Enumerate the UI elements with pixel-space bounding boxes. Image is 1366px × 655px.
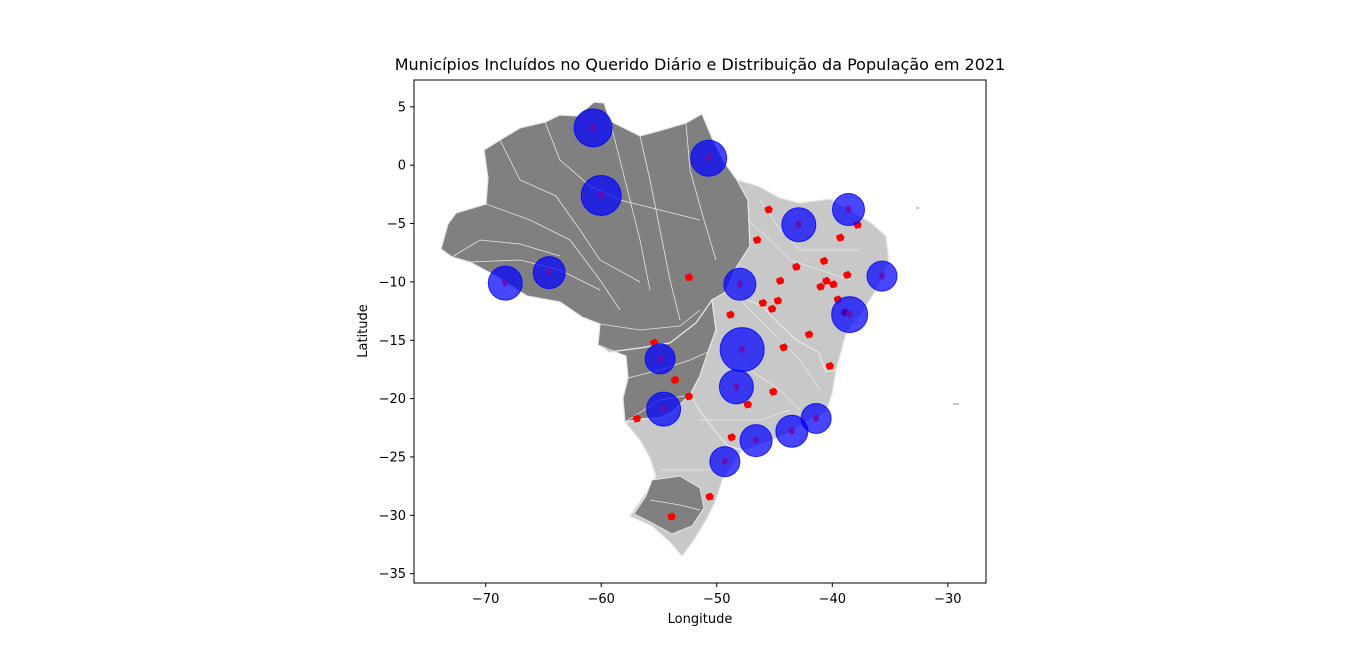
bubble-municipality-patch [795, 220, 802, 229]
x-tick-label: −50 [703, 592, 730, 607]
included-municipality [685, 392, 694, 401]
included-municipalities [633, 205, 862, 521]
x-tick-label: −30 [934, 592, 961, 607]
bubble-municipality-patch [598, 191, 605, 200]
plot-area [414, 80, 986, 583]
bubble-municipality-patch [546, 268, 553, 277]
y-tick-label: −5 [387, 217, 406, 232]
y-axis-title: Latitude [356, 304, 371, 358]
included-municipality [792, 262, 801, 271]
included-municipality [836, 233, 845, 242]
included-municipality [774, 296, 782, 305]
included-municipality [829, 280, 838, 289]
included-municipality [726, 310, 735, 319]
included-municipality [826, 361, 834, 370]
bubble-municipality-patch [753, 436, 760, 445]
x-tick-label: −40 [819, 592, 846, 607]
included-municipality [779, 343, 788, 352]
bubble-municipality-patch [846, 310, 853, 319]
y-tick-label: 5 [398, 100, 406, 115]
y-tick-label: −20 [379, 392, 406, 407]
y-tick-label: −10 [379, 275, 406, 290]
plot-frame [413, 79, 987, 584]
bubble-municipality-patch [590, 123, 597, 132]
brazil-basemap [440, 101, 959, 557]
included-municipality [671, 375, 680, 384]
included-municipality [764, 205, 773, 214]
included-municipality [685, 273, 694, 282]
included-municipality [667, 512, 676, 521]
y-tick-label: −30 [379, 509, 406, 524]
y-tick-label: −25 [379, 450, 406, 465]
bubble-municipality-patch [705, 154, 712, 163]
y-tick-label: −35 [379, 567, 406, 582]
outlying-islands [916, 207, 959, 405]
y-tick-label: 0 [398, 159, 406, 174]
bubble-municipality-patch [879, 272, 885, 281]
bubble-municipality-patch [657, 354, 664, 363]
bubble-municipality-patch [502, 279, 509, 288]
included-municipality [776, 276, 785, 285]
chart-title: Municípios Incluídos no Querido Diário e… [395, 55, 1005, 74]
bubble-municipality-patch [788, 427, 795, 436]
y-axis: 5 0 −5 −10 −15 −20 −25 −30 −35 [379, 100, 414, 582]
included-municipality [705, 492, 714, 501]
included-municipality [727, 433, 736, 442]
included-municipality [753, 235, 762, 244]
included-municipality [822, 276, 831, 285]
included-municipality [843, 270, 852, 279]
bubble-municipality-patch [736, 280, 743, 289]
included-municipality [768, 304, 777, 313]
population-bubbles [487, 108, 898, 478]
included-municipality [743, 400, 752, 409]
bubble-municipality-patch [733, 382, 740, 391]
bubble-municipality-patch [813, 414, 820, 423]
included-municipality [769, 387, 778, 396]
included-municipality [633, 414, 642, 423]
x-tick-label: −70 [472, 592, 499, 607]
bubble-municipality-patch [660, 405, 667, 414]
bubble-municipality-patch [845, 205, 852, 214]
bubble-municipality-patch [739, 345, 746, 354]
included-municipality [820, 256, 829, 265]
southern-dark-area [633, 475, 705, 535]
included-municipality [816, 282, 825, 291]
y-tick-label: −15 [379, 334, 406, 349]
included-municipality [805, 330, 814, 339]
x-axis-title: Longitude [668, 612, 733, 627]
included-municipality [758, 298, 767, 307]
x-axis: −70 −60 −50 −40 −30 [472, 583, 962, 607]
bubble-municipality-patch [721, 457, 728, 466]
x-tick-label: −60 [587, 592, 614, 607]
